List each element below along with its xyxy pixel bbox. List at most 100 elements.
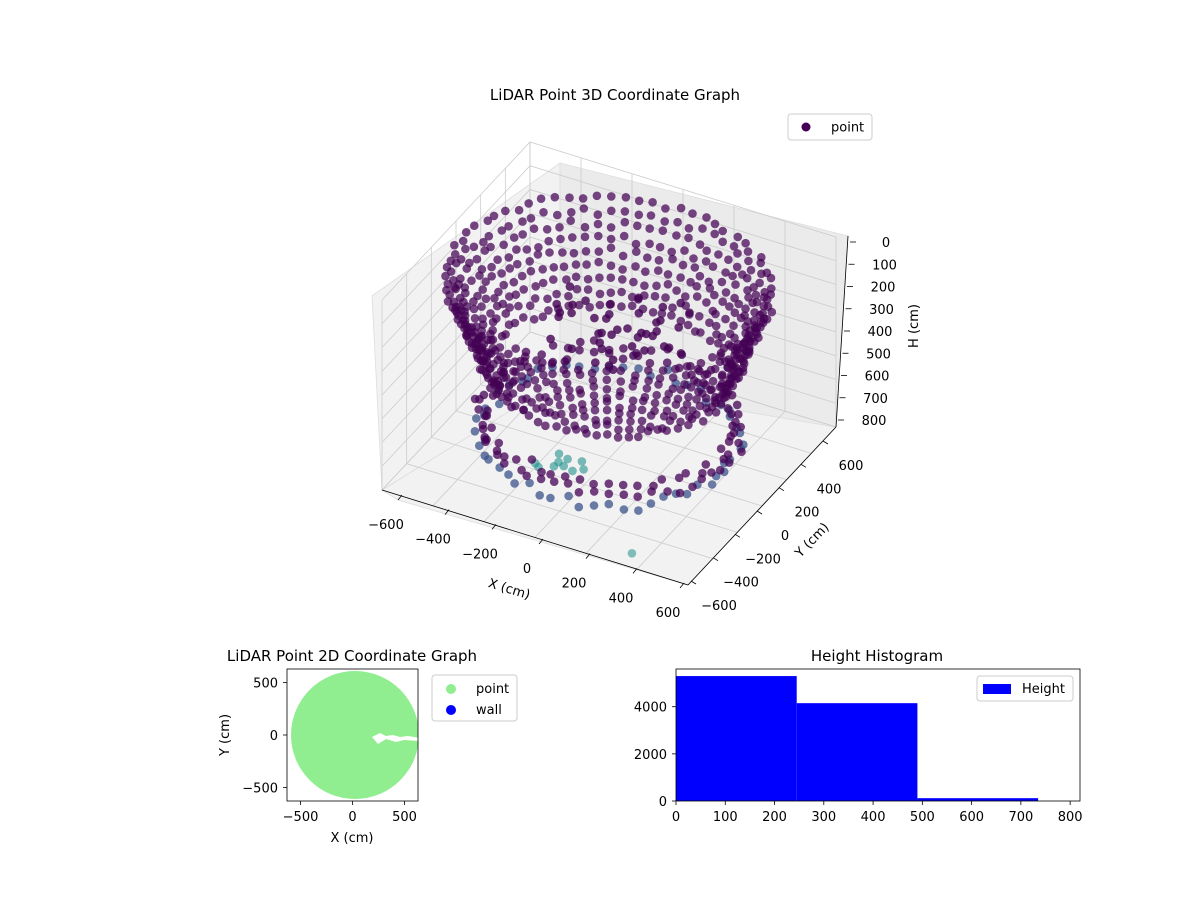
point-3d [750,323,760,333]
point-3d [617,302,626,311]
x-tick-label-histogram: 200 [762,810,787,825]
point-3d [525,478,534,488]
point-3d [579,465,588,474]
point-3d [618,275,627,284]
point-3d [552,299,561,309]
point-3d [477,302,486,311]
histogram-bar [676,676,797,801]
z-axis-label-3d: H (cm) [907,304,922,348]
point-3d [643,253,652,262]
point-3d [575,475,585,484]
point-3d [479,237,488,247]
point-3d [672,231,681,240]
z-tick-label-3d: 800 [862,414,887,429]
x-axis-line [381,489,689,586]
x-tick-label-3d: 400 [609,591,634,606]
point-3d [734,299,743,309]
point-3d [634,210,644,220]
y-tick-label-histogram: 0 [659,795,667,810]
point-3d [724,355,733,364]
point-3d [621,193,631,202]
point-3d [566,393,575,402]
point-3d [741,304,750,314]
point-3d [574,502,584,512]
point-3d [752,297,762,307]
point-3d [634,308,644,318]
point-3d [634,196,644,206]
point-3d [495,399,504,409]
grid-line-z [381,141,837,301]
point-3d [633,481,642,491]
point-3d [692,292,702,301]
point-3d [662,358,672,368]
point-3d [708,376,718,386]
x-ticks-histogram: 0 100 200 300 400 500 600 700 800 [672,801,1083,825]
point-3d [518,217,527,226]
histogram-bar [796,703,918,801]
point-3d [706,365,716,375]
point-3d [469,242,479,252]
point-3d [606,223,616,232]
point-3d [682,489,692,499]
point-3d [562,378,572,388]
point-3d [744,256,753,266]
point-3d [535,491,544,500]
point-3d [704,277,714,287]
point-3d [702,213,711,222]
point-3d [508,389,518,398]
point-3d [650,291,660,301]
point-3d [568,300,577,310]
point-3d [549,477,559,487]
point-3d [690,263,700,272]
point-3d [560,357,570,366]
point-3d [654,266,663,275]
point-3d [668,254,677,264]
y-tick-3d [690,580,697,585]
point-3d [467,276,476,286]
x-tick-3d [444,509,450,515]
point-3d [501,206,510,216]
z-tick-label-3d: 600 [865,370,890,385]
point-3d [486,335,496,345]
point-3d [648,198,657,207]
point-3d [602,393,612,403]
point-3d [575,345,584,355]
point-3d [681,371,691,380]
point-3d [660,217,669,226]
point-3d [477,331,487,341]
point-3d [511,401,520,411]
point-3d [579,204,589,213]
point-3d [499,280,509,290]
x-axis-label-2d: X (cm) [331,831,374,846]
point-3d [602,416,612,426]
point-3d [546,493,555,503]
point-3d [577,400,587,409]
point-3d [481,277,491,287]
point-3d [504,470,513,479]
point-3d [487,272,497,281]
point-3d [605,300,615,309]
point-3d [537,350,546,359]
point-3d [741,238,750,248]
point-3d [652,281,661,291]
point-3d [470,427,480,436]
histogram-bar [917,798,1039,801]
point-3d [675,488,685,498]
point-3d [705,284,715,293]
point-3d [509,277,519,287]
point-3d [456,293,465,303]
point-3d [536,194,546,203]
point-3d [640,392,650,402]
point-3d [689,254,698,263]
y-tick-label-3d: 200 [795,506,820,521]
point-3d [716,444,726,454]
x-tick-label-2d: −500 [283,810,319,825]
z-tick-label-3d: 200 [871,281,896,296]
point-3d [714,250,723,259]
point-3d [569,248,579,258]
y-tick-3d [756,510,763,515]
scatter-3d-points [441,191,777,558]
x-tick-label-3d: 200 [562,577,587,592]
point-3d [467,323,476,332]
point-3d [673,217,682,227]
